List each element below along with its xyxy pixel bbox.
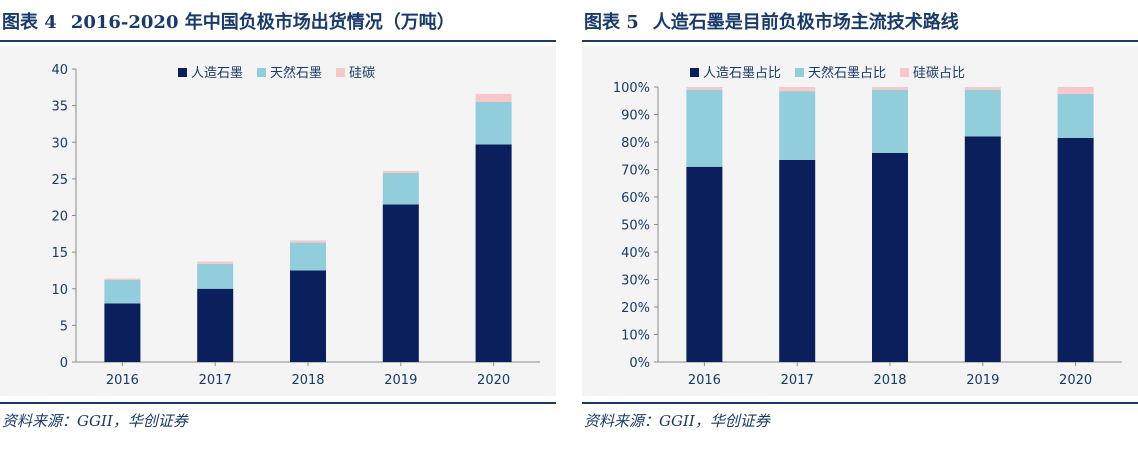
bar-segment [872, 89, 908, 153]
x-tick-label: 2020 [1059, 373, 1092, 388]
y-tick-label: 70% [621, 164, 650, 179]
bar-segment [197, 288, 234, 362]
bar-chart-share: 0% 10% 20% 30% 40% 50% 60% 70% 80% 90% 100% 2016 201… [613, 65, 1122, 388]
y-tick-label: 0% [629, 356, 650, 371]
x-tick-label: 2018 [873, 373, 906, 388]
x-tick-label: 2017 [781, 373, 814, 388]
legend-label: 硅碳 [349, 66, 375, 81]
figure-number: 图表 5 [584, 12, 639, 33]
bar-segment [197, 261, 234, 264]
legend-swatch [257, 68, 266, 77]
bar-segment [475, 93, 512, 102]
bar-segment [197, 263, 234, 289]
x-tick-label: 2016 [688, 373, 721, 388]
y-tick-label: 40 [51, 63, 68, 78]
source-rule [582, 402, 1138, 404]
legend-label: 人造石墨 [191, 66, 243, 81]
x-tick-label: 2020 [477, 373, 510, 388]
legend-swatch [178, 68, 187, 77]
bar-segment [1057, 87, 1094, 94]
bar-segment [964, 136, 1001, 362]
bar-segment [290, 240, 326, 243]
source-rule [0, 402, 556, 404]
y-tick-label: 30% [621, 274, 650, 289]
y-tick-label: 80% [621, 136, 650, 151]
bar-segment [686, 166, 723, 362]
bar-segment [475, 144, 512, 362]
bar-segment [686, 87, 723, 90]
figure-title-text: 人造石墨是目前负极市场主流技术路线 [652, 12, 959, 33]
legend-label: 硅碳占比 [913, 66, 965, 81]
source-note: 资料来源：GGII，华创证券 [2, 412, 188, 430]
bar-segment [1057, 137, 1094, 362]
y-tick-label: 15 [51, 246, 68, 261]
bar-segment [475, 101, 512, 145]
y-tick-label: 100% [613, 81, 650, 96]
bar-segment [1057, 93, 1094, 138]
figure-number: 图表 4 [2, 12, 57, 33]
bar-segment [779, 87, 816, 92]
legend-label: 天然石墨 [270, 65, 322, 81]
y-tick-label: 35 [51, 100, 68, 115]
x-tick-label: 2019 [384, 373, 417, 388]
y-tick-label: 10% [621, 329, 650, 344]
bar-segment [872, 87, 908, 90]
x-tick-label: 2017 [199, 373, 232, 388]
bar-segment [686, 89, 723, 167]
y-tick-label: 5 [60, 319, 68, 334]
bar-segment [964, 89, 1001, 137]
y-tick-label: 20% [621, 301, 650, 316]
bar-segment [382, 170, 419, 174]
bar-segment [290, 242, 326, 271]
bar-segment [382, 204, 419, 362]
bar-segment [104, 279, 141, 304]
bar-segment [104, 303, 141, 362]
legend-swatch [795, 68, 804, 77]
y-tick-label: 30 [51, 136, 68, 151]
title-rule [582, 40, 1138, 42]
bar-segment [779, 91, 816, 160]
figure-title: 图表 5 人造石墨是目前负极市场主流技术路线 [584, 8, 959, 34]
x-tick-label: 2019 [966, 373, 999, 388]
bar-segment [964, 87, 1001, 90]
bar-chart-shipments: 0 5 10 15 20 25 30 35 40 2016 2017 2018 2019 2020 人造石墨… [51, 63, 540, 388]
legend-label: 人造石墨占比 [703, 66, 781, 81]
source-note: 资料来源：GGII，华创证券 [584, 412, 770, 430]
chart-area: 0% 10% 20% 30% 40% 50% 60% 70% 80% 90% 100% 2016 201… [582, 46, 1138, 396]
figure-title-text: 2016-2020 年中国负极市场出货情况（万吨） [70, 12, 455, 33]
legend-swatch [690, 68, 699, 77]
y-tick-label: 60% [621, 191, 650, 206]
title-rule [0, 40, 556, 42]
chart-panel-right: 图表 5 人造石墨是目前负极市场主流技术路线 0% 10% 20% 30% 40% 50% 6… [582, 0, 1138, 469]
y-tick-label: 25 [51, 173, 68, 188]
x-tick-label: 2016 [106, 373, 139, 388]
legend-swatch [336, 68, 345, 77]
bar-segment [290, 270, 326, 362]
bar-segment [779, 159, 816, 362]
bar-segment [104, 278, 141, 280]
bar-segment [382, 173, 419, 205]
y-tick-label: 20 [51, 210, 68, 225]
y-tick-label: 40% [621, 246, 650, 261]
y-tick-label: 90% [621, 109, 650, 124]
chart-panel-left: 图表 4 2016-2020 年中国负极市场出货情况（万吨） 0 5 10 15 20 25… [0, 0, 556, 469]
y-tick-label: 50% [621, 219, 650, 234]
legend-swatch [900, 68, 909, 77]
figure-title: 图表 4 2016-2020 年中国负极市场出货情况（万吨） [2, 8, 455, 34]
chart-area: 0 5 10 15 20 25 30 35 40 2016 2017 2018 2019 2020 人造石墨… [0, 46, 556, 396]
legend-label: 天然石墨占比 [808, 65, 886, 81]
bar-segment [872, 153, 908, 362]
y-tick-label: 10 [51, 283, 68, 298]
y-tick-label: 0 [60, 356, 68, 371]
x-tick-label: 2018 [291, 373, 324, 388]
